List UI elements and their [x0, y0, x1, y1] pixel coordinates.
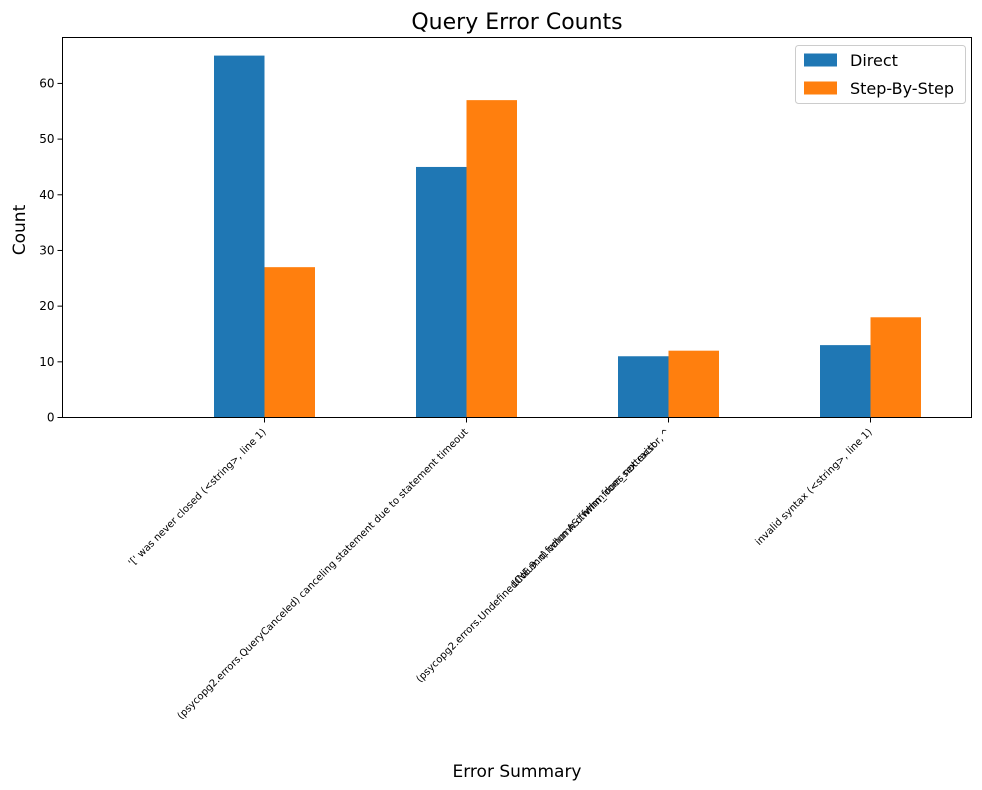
y-tick-label: 40	[39, 188, 54, 202]
bar-step-by-step-2	[668, 350, 719, 418]
bar-step-by-step-0	[264, 267, 315, 418]
bar-direct-3	[820, 345, 871, 418]
x-ticks-group: '[' was never closed (<string>, line 1)(…	[127, 417, 875, 722]
bar-step-by-step-3	[870, 317, 921, 418]
plot-frame	[62, 37, 972, 418]
legend-label: Direct	[850, 51, 898, 70]
x-axis-label: Error Summary	[453, 762, 582, 782]
bar-direct-1	[416, 166, 467, 418]
bar-step-by-step-1	[466, 100, 517, 418]
y-tick-label: 60	[39, 76, 54, 90]
x-tick-label: LINE 9: d.fwhm AS fwhm_from_sextractor,	[510, 434, 666, 590]
y-tick-label: 0	[47, 411, 55, 425]
bar-direct-0	[214, 55, 265, 418]
y-tick-label: 30	[39, 243, 54, 257]
x-tick-label: invalid syntax (<string>, line 1)	[754, 427, 875, 548]
bar-direct-2	[618, 356, 669, 418]
y-ticks-group: 0 10 20 30 40 50 60	[39, 76, 63, 425]
bars-group	[214, 55, 921, 418]
y-tick-label: 10	[39, 355, 54, 369]
legend-swatch	[804, 81, 837, 95]
chart-title: Query Error Counts	[411, 10, 622, 35]
y-tick-label: 50	[39, 132, 54, 146]
y-tick-label: 20	[39, 299, 54, 313]
legend: Direct Step-By-Step	[795, 45, 966, 104]
legend-swatch	[804, 53, 837, 67]
legend-label: Step-By-Step	[850, 79, 954, 98]
x-tick-label: '[' was never closed (<string>, line 1)	[127, 427, 269, 569]
y-axis-label: Count	[10, 204, 30, 255]
legend-box	[795, 45, 966, 104]
